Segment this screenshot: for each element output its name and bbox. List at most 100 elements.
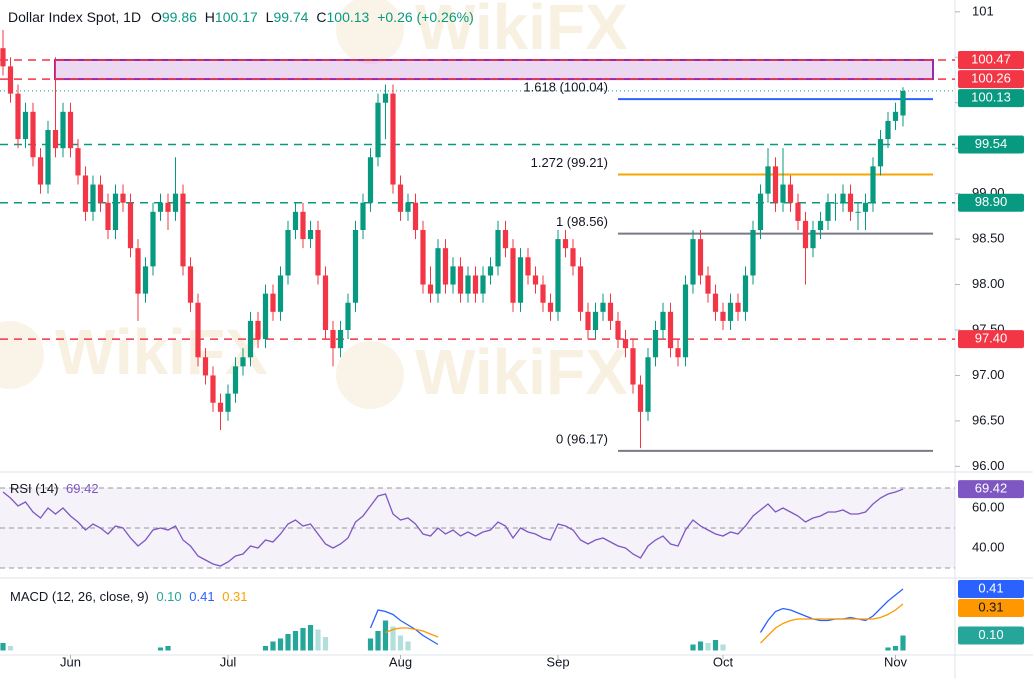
x-tick-label: Sep [546, 654, 569, 669]
candle-body [7, 66, 14, 94]
rsi-readout: 69.42 [66, 481, 99, 496]
price-badge [958, 51, 1024, 69]
candle-body [697, 239, 704, 276]
candle-body [60, 111, 66, 149]
candle-body [52, 130, 59, 149]
candle-body [772, 166, 779, 203]
candle-body [847, 193, 854, 212]
candle-body [472, 275, 479, 294]
candle-body [577, 266, 584, 312]
price-badge-label: 100.13 [971, 90, 1011, 105]
candle-body [390, 93, 396, 185]
open-letter: O [151, 9, 162, 25]
candle-body [525, 257, 531, 276]
macd-name: MACD (12, 26, close, 9) [10, 589, 149, 604]
candle-body [82, 175, 89, 212]
candle-body [142, 266, 149, 294]
candle-body [232, 366, 239, 394]
candle-body [225, 393, 231, 412]
candle-body [570, 248, 576, 267]
signal-line [385, 603, 904, 644]
candle-body [90, 184, 96, 212]
candle-body [757, 193, 764, 230]
candle-body [172, 193, 179, 212]
candle-body [817, 220, 824, 230]
candle-body [255, 320, 261, 340]
macd-histogram-bar [300, 628, 306, 651]
watermark: WikiFX [55, 316, 268, 388]
candle-body [682, 284, 689, 358]
candle-body [330, 330, 336, 349]
price-badge [958, 193, 1024, 212]
candle-body [712, 293, 719, 312]
candle-body [180, 193, 186, 267]
x-tick-label: Jun [60, 654, 81, 669]
candle-body [300, 211, 306, 240]
candle-body [360, 202, 366, 230]
price-badge-label: 100.26 [971, 71, 1011, 86]
macd-histogram-bar [270, 641, 276, 651]
symbol: Dollar Index Spot, 1D [8, 9, 141, 25]
candle-body [352, 230, 359, 303]
candle-body [720, 311, 726, 321]
macd-histogram-bar [277, 638, 284, 651]
candle-body [120, 193, 126, 203]
watermark-emblem [336, 0, 404, 64]
candle-body [15, 93, 21, 140]
fib-label: 1 (98.56) [556, 214, 608, 229]
price-badge-label: 100.47 [971, 51, 1011, 66]
candle-body [112, 193, 119, 230]
candle-body [412, 202, 419, 230]
candle-body [892, 111, 899, 121]
candle-body [667, 311, 674, 349]
change: +0.26 (+0.26%) [377, 9, 474, 25]
y-tick-label: 98.50 [972, 231, 1005, 246]
macd-histogram-bar [382, 620, 389, 651]
price-badge [958, 70, 1024, 89]
price-badge-label: 97.40 [975, 331, 1008, 346]
watermark: WikiFX [415, 0, 628, 63]
candle-body [877, 139, 884, 167]
fib-label: 0 (96.17) [556, 431, 608, 446]
macd-histogram-bar [307, 625, 314, 651]
candle-body [135, 248, 141, 294]
candle-body [150, 211, 156, 267]
price-badge [958, 580, 1024, 598]
candle-body [97, 184, 104, 203]
candle-body [900, 90, 906, 116]
candle-body [292, 211, 299, 230]
candle-body [630, 348, 636, 385]
candle-body [345, 302, 351, 330]
candle-body [510, 248, 516, 303]
candle-body [810, 230, 816, 249]
candle-body [397, 184, 404, 212]
fib-label: 1.272 (99.21) [531, 155, 608, 170]
price-badge [958, 330, 1024, 349]
y-tick-label: 97.00 [972, 367, 1005, 382]
macd-histogram-bar [292, 631, 299, 651]
price-badge-label: 98.90 [975, 194, 1008, 209]
close-letter: C [316, 9, 326, 25]
rsi-title: RSI (14) 69.42 [10, 481, 99, 496]
candle-body [622, 339, 629, 349]
macd-title: MACD (12, 26, close, 9) 0.10 0.41 0.31 [10, 589, 248, 604]
watermark: WikiFX [415, 336, 628, 408]
candle-body [457, 266, 464, 294]
candle-body [645, 357, 651, 412]
macd-histogram-bar [705, 643, 711, 651]
candle-body [480, 275, 486, 294]
watermark-emblem [336, 341, 404, 409]
rsi-tick-label: 40.00 [972, 539, 1005, 554]
price-badge-label: 0.10 [978, 627, 1003, 642]
macd-histogram-bar [397, 635, 404, 651]
candle-body [67, 111, 74, 149]
candle-body [157, 202, 164, 212]
price-badge [958, 626, 1024, 645]
candle-body [705, 275, 711, 294]
macd-histogram-bar [285, 634, 291, 651]
low-letter: L [266, 9, 274, 25]
candle-body [780, 184, 786, 203]
candle-body [660, 311, 666, 330]
candle-body [0, 48, 6, 67]
candle-body [375, 102, 381, 158]
